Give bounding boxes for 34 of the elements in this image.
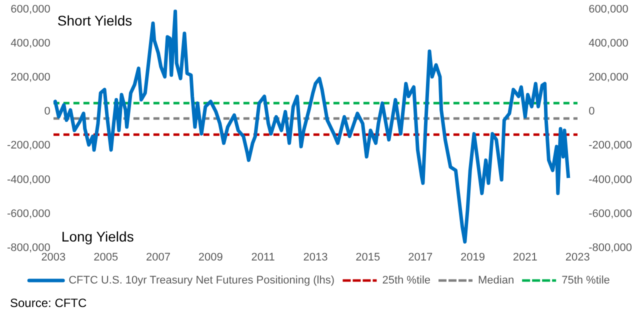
legend-label: CFTC U.S. 10yr Treasury Net Futures Positioning (lhs) — [68, 274, 335, 287]
legend-label: 75th %tile — [562, 274, 610, 287]
y-tick-label: 0 — [44, 106, 50, 118]
y-tick-label: 600,000 — [10, 4, 50, 16]
y-tick-label: 400,000 — [10, 38, 50, 50]
legend-label: 25th %tile — [382, 274, 431, 287]
x-tick-label: 2013 — [303, 251, 328, 264]
y2-tick-label: -200,000 — [588, 140, 632, 152]
x-tick-label: 2017 — [408, 251, 433, 264]
y2-tick-label: 200,000 — [588, 72, 628, 84]
legend-label: Median — [478, 274, 514, 287]
y-tick-label: -400,000 — [6, 174, 50, 186]
x-tick-label: 2023 — [565, 251, 590, 264]
annotation: Long Yields — [61, 228, 134, 245]
y2-tick-label: 400,000 — [588, 38, 628, 50]
x-tick-label: 2009 — [198, 251, 223, 264]
y-tick-label: -600,000 — [6, 208, 50, 220]
x-tick-label: 2007 — [146, 251, 170, 264]
x-tick-label: 2019 — [460, 251, 485, 264]
x-tick-label: 2005 — [94, 251, 118, 264]
y2-tick-label: 600,000 — [588, 4, 628, 16]
y2-tick-label: -600,000 — [588, 208, 632, 220]
y2-tick-label: 0 — [588, 106, 595, 118]
y2-tick-label: -800,000 — [588, 242, 632, 254]
x-tick-label: 2021 — [512, 251, 538, 264]
x-tick-label: 2011 — [251, 251, 275, 264]
y2-tick-label: -400,000 — [588, 174, 632, 186]
annotation: Short Yields — [57, 12, 132, 28]
x-tick-label: 2003 — [41, 251, 66, 264]
y-tick-label: -200,000 — [6, 140, 50, 152]
y-tick-label: -800,000 — [6, 242, 50, 254]
x-tick-label: 2015 — [356, 251, 380, 264]
source-note: Source: CFTC — [10, 296, 87, 310]
y-tick-label: 200,000 — [10, 72, 50, 84]
